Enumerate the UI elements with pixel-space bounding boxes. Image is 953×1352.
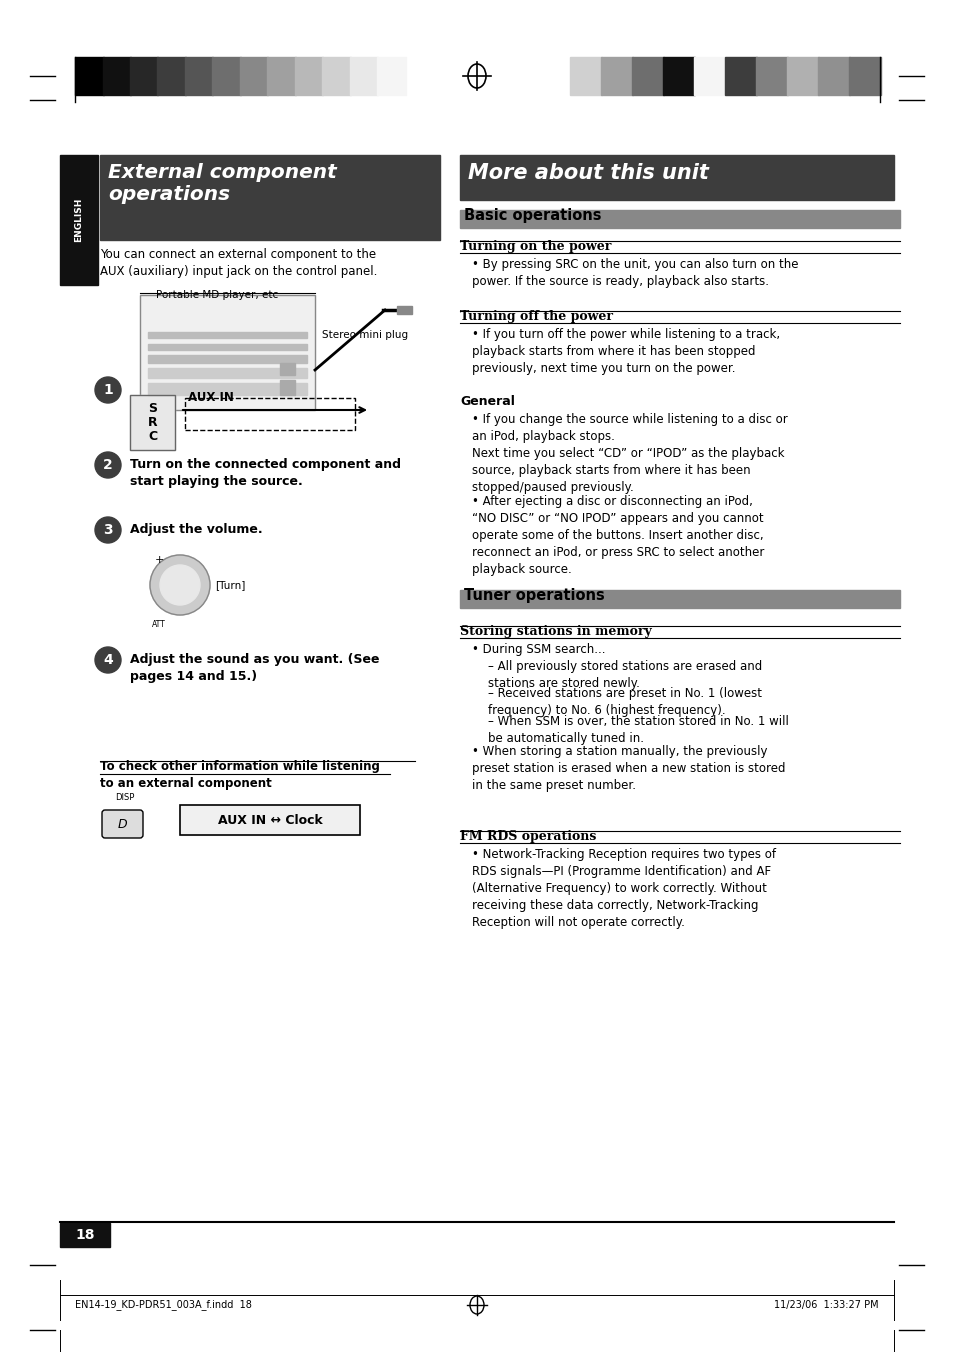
Bar — [75, 57, 103, 95]
Text: • When storing a station manually, the previously
preset station is erased when : • When storing a station manually, the p… — [472, 745, 784, 792]
Text: More about this unit: More about this unit — [468, 164, 708, 183]
Text: 4: 4 — [103, 653, 112, 667]
Text: External component
operations: External component operations — [108, 164, 336, 204]
Bar — [148, 368, 307, 379]
Bar — [848, 57, 880, 95]
Bar — [185, 397, 355, 430]
Text: AUX IN: AUX IN — [188, 391, 233, 404]
Circle shape — [160, 565, 200, 604]
Text: Storing stations in memory: Storing stations in memory — [459, 625, 651, 638]
Bar — [459, 155, 893, 200]
Bar — [60, 155, 98, 285]
Text: AUX IN ↔ Clock: AUX IN ↔ Clock — [217, 814, 322, 826]
Text: ENGLISH: ENGLISH — [74, 197, 84, 242]
Bar — [140, 295, 314, 410]
Bar — [459, 589, 899, 608]
Text: D: D — [117, 818, 127, 830]
FancyBboxPatch shape — [102, 810, 143, 838]
Text: ATT: ATT — [152, 621, 166, 629]
Text: – All previously stored stations are erased and
stations are stored newly.: – All previously stored stations are era… — [488, 660, 761, 690]
Text: Turning off the power: Turning off the power — [459, 310, 613, 323]
Bar — [459, 210, 899, 228]
Bar — [130, 395, 174, 450]
Bar — [786, 57, 818, 95]
Bar — [350, 57, 378, 95]
Bar — [817, 57, 849, 95]
Text: FM RDS operations: FM RDS operations — [459, 830, 596, 844]
Circle shape — [95, 516, 121, 544]
Bar — [148, 383, 307, 395]
Bar — [213, 57, 241, 95]
Bar — [280, 362, 294, 375]
Bar — [240, 57, 268, 95]
Bar — [600, 57, 633, 95]
Text: • By pressing SRC on the unit, you can also turn on the
power. If the source is : • By pressing SRC on the unit, you can a… — [472, 258, 798, 288]
Bar — [631, 57, 663, 95]
Bar — [100, 155, 439, 241]
Text: – Received stations are preset in No. 1 (lowest
frequency) to No. 6 (highest fre: – Received stations are preset in No. 1 … — [488, 687, 761, 717]
Bar — [322, 57, 351, 95]
Bar — [280, 380, 294, 395]
Text: To check other information while listening
to an external component: To check other information while listeni… — [100, 760, 379, 790]
Text: Adjust the volume.: Adjust the volume. — [130, 523, 262, 535]
Text: • During SSM search...: • During SSM search... — [472, 644, 605, 656]
Bar — [693, 57, 725, 95]
Text: 1: 1 — [103, 383, 112, 397]
Bar — [140, 295, 314, 410]
Bar — [130, 57, 158, 95]
Bar — [377, 57, 406, 95]
Text: • If you change the source while listening to a disc or
an iPod, playback stops.: • If you change the source while listeni… — [472, 412, 787, 493]
Text: You can connect an external component to the
AUX (auxiliary) input jack on the c: You can connect an external component to… — [100, 247, 377, 279]
Bar — [130, 395, 174, 450]
Bar — [157, 57, 186, 95]
Bar — [140, 295, 314, 410]
Text: 18: 18 — [75, 1228, 94, 1242]
Text: • After ejecting a disc or disconnecting an iPod,
“NO DISC” or “NO IPOD” appears: • After ejecting a disc or disconnecting… — [472, 495, 763, 576]
Bar — [569, 57, 601, 95]
Text: 3: 3 — [103, 523, 112, 537]
Text: Portable MD player, etc: Portable MD player, etc — [156, 289, 278, 300]
Bar — [396, 306, 412, 314]
Bar — [185, 57, 213, 95]
Text: [Turn]: [Turn] — [214, 580, 245, 589]
Bar — [180, 804, 359, 836]
Bar — [102, 57, 131, 95]
Text: – When SSM is over, the station stored in No. 1 will
be automatically tuned in.: – When SSM is over, the station stored i… — [488, 715, 788, 745]
Bar — [662, 57, 695, 95]
Circle shape — [95, 648, 121, 673]
Text: Turn on the connected component and
start playing the source.: Turn on the connected component and star… — [130, 458, 400, 488]
Bar — [755, 57, 787, 95]
Bar — [148, 343, 307, 350]
Bar — [148, 333, 307, 338]
Text: General: General — [459, 395, 515, 408]
Text: 2: 2 — [103, 458, 112, 472]
Text: • If you turn off the power while listening to a track,
playback starts from whe: • If you turn off the power while listen… — [472, 329, 780, 375]
Bar — [148, 356, 307, 362]
Circle shape — [150, 556, 210, 615]
Text: Stereo mini plug: Stereo mini plug — [321, 330, 408, 339]
Bar — [60, 1224, 110, 1247]
Bar — [180, 804, 359, 836]
Text: 11/23/06  1:33:27 PM: 11/23/06 1:33:27 PM — [774, 1301, 878, 1310]
Text: Tuner operations: Tuner operations — [463, 588, 604, 603]
Text: Adjust the sound as you want. (See
pages 14 and 15.): Adjust the sound as you want. (See pages… — [130, 653, 379, 683]
Text: • Network-Tracking Reception requires two types of
RDS signals—PI (Programme Ide: • Network-Tracking Reception requires tw… — [472, 848, 775, 929]
Text: S
R
C: S R C — [148, 402, 157, 443]
Circle shape — [95, 377, 121, 403]
Bar — [294, 57, 323, 95]
Circle shape — [95, 452, 121, 479]
Text: Basic operations: Basic operations — [463, 208, 601, 223]
Text: Turning on the power: Turning on the power — [459, 241, 611, 253]
Text: +: + — [154, 556, 164, 565]
Bar — [267, 57, 295, 95]
Text: EN14-19_KD-PDR51_003A_f.indd  18: EN14-19_KD-PDR51_003A_f.indd 18 — [75, 1299, 252, 1310]
Text: DISP: DISP — [115, 794, 134, 802]
Bar — [724, 57, 757, 95]
